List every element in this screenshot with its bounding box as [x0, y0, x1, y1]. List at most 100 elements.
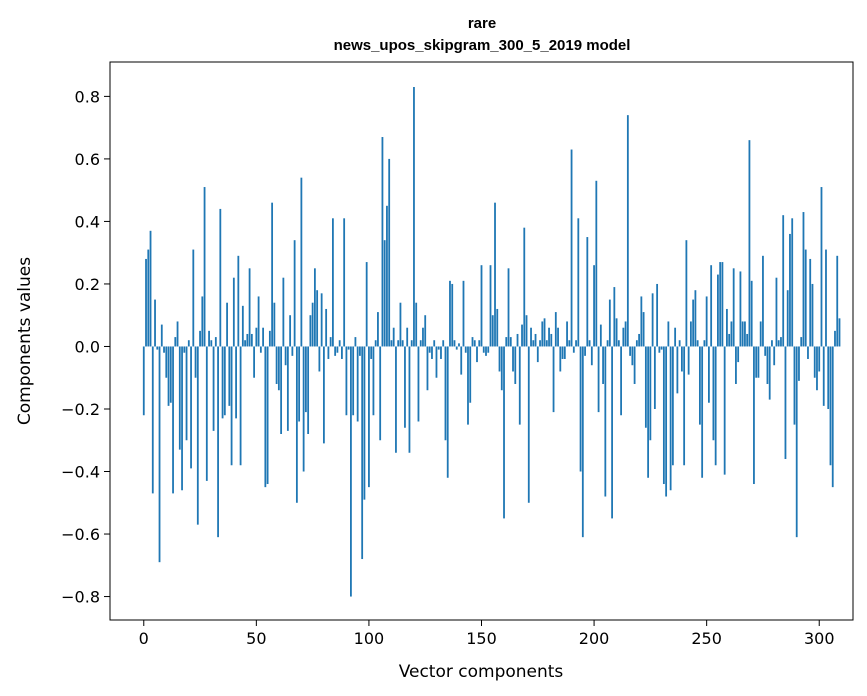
- bar-61: [280, 346, 283, 434]
- bar-15: [176, 321, 179, 347]
- bar-29: [208, 330, 210, 347]
- bar-208: [611, 346, 613, 519]
- x-tick-label: 50: [246, 629, 266, 648]
- bar-298: [813, 346, 816, 378]
- bar-33: [217, 346, 219, 538]
- bar-229: [658, 346, 661, 353]
- x-tick-label: 100: [354, 629, 385, 648]
- bar-54: [264, 346, 267, 488]
- bar-88: [341, 346, 343, 359]
- bar-58: [273, 302, 276, 347]
- bar-181: [550, 333, 553, 347]
- bar-299: [816, 346, 818, 391]
- bar-9: [163, 346, 165, 353]
- bar-291: [798, 346, 800, 381]
- bar-248: [701, 346, 704, 478]
- bar-189: [568, 340, 571, 347]
- bar-170: [525, 315, 528, 347]
- bar-228: [656, 283, 659, 347]
- bar-178: [543, 318, 546, 347]
- bar-184: [557, 327, 559, 347]
- bar-224: [647, 346, 650, 478]
- bar-257: [721, 262, 724, 347]
- bar-209: [613, 287, 616, 347]
- chart-title-line1: rare: [468, 15, 496, 32]
- bar-309: [838, 318, 841, 347]
- bar-250: [705, 296, 708, 347]
- bar-112: [395, 346, 397, 453]
- bar-35: [221, 346, 224, 419]
- bars-group: [142, 87, 841, 597]
- bar-302: [822, 346, 825, 406]
- bar-190: [570, 149, 573, 347]
- bar-143: [464, 346, 467, 353]
- bar-19: [185, 346, 188, 441]
- bar-126: [426, 346, 429, 391]
- bar-89: [343, 218, 346, 347]
- plot-frame: [109, 61, 854, 621]
- bar-186: [561, 346, 564, 359]
- bar-166: [516, 333, 519, 347]
- bar-280: [773, 346, 776, 366]
- bar-288: [791, 218, 794, 347]
- y-tick-label: −0.2: [61, 400, 100, 419]
- bar-81: [325, 308, 328, 347]
- x-tick-label: 0: [139, 629, 149, 648]
- bar-253: [712, 346, 715, 441]
- bar-154: [489, 265, 492, 347]
- bar-72: [304, 346, 307, 413]
- bar-284: [782, 215, 785, 347]
- bar-86: [336, 346, 339, 353]
- bar-84: [331, 218, 334, 347]
- bar-70: [300, 177, 303, 347]
- bar-69: [298, 346, 301, 422]
- bar-147: [473, 340, 476, 347]
- bar-254: [714, 346, 717, 466]
- bar-122: [417, 346, 420, 422]
- bar-110: [390, 340, 393, 347]
- bar-134: [444, 346, 447, 441]
- bar-169: [523, 227, 526, 347]
- bar-204: [602, 346, 604, 384]
- bar-93: [352, 346, 355, 416]
- bar-21: [190, 346, 192, 469]
- bar-275: [762, 255, 764, 347]
- bar-271: [753, 346, 755, 485]
- bar-51: [257, 296, 260, 347]
- bar-304: [827, 346, 830, 409]
- bar-59: [275, 346, 278, 384]
- y-tick-label: 0.2: [75, 275, 100, 294]
- bar-74: [309, 315, 312, 347]
- bar-55: [266, 346, 269, 485]
- x-tick-label: 250: [691, 629, 722, 648]
- bar-206: [606, 340, 609, 347]
- bar-107: [383, 240, 386, 347]
- bar-67: [293, 240, 296, 347]
- bar-180: [548, 327, 550, 347]
- x-axis-label: Vector components: [399, 662, 564, 682]
- bar-162: [507, 268, 510, 347]
- bar-115: [401, 340, 404, 347]
- bar-192: [575, 340, 577, 347]
- bar-252: [710, 265, 713, 347]
- bar-3: [149, 230, 152, 347]
- bar-303: [825, 249, 827, 347]
- bar-218: [633, 346, 636, 384]
- bar-297: [811, 283, 814, 347]
- bar-111: [392, 327, 395, 347]
- bar-199: [590, 346, 593, 366]
- bar-137: [451, 283, 454, 347]
- bar-287: [789, 233, 791, 347]
- bar-198: [588, 340, 591, 347]
- bar-289: [793, 346, 796, 425]
- bar-91: [347, 346, 350, 350]
- y-tick-label: 0.0: [75, 337, 100, 356]
- bar-236: [674, 327, 677, 347]
- bar-285: [784, 346, 787, 460]
- bar-188: [566, 321, 568, 347]
- bar-49: [253, 346, 255, 378]
- bar-136: [449, 280, 451, 347]
- bar-185: [559, 346, 562, 372]
- bar-83: [329, 337, 332, 347]
